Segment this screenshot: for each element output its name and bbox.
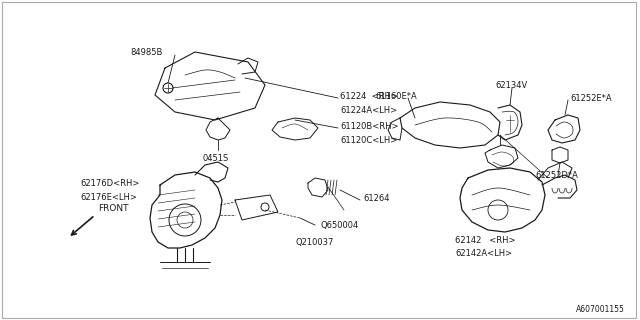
Text: 0451S: 0451S — [202, 154, 228, 163]
Text: FRONT: FRONT — [98, 204, 129, 213]
Text: 84985B: 84985B — [130, 47, 163, 57]
Text: 61120B<RH>: 61120B<RH> — [340, 122, 399, 131]
Text: 62142   <RH>: 62142 <RH> — [455, 236, 515, 244]
Text: 61224  <RH>: 61224 <RH> — [340, 92, 398, 100]
Text: 61224A<LH>: 61224A<LH> — [340, 106, 397, 115]
Text: Q650004: Q650004 — [320, 220, 358, 229]
Text: A607001155: A607001155 — [576, 306, 625, 315]
Text: 61252E*A: 61252E*A — [570, 93, 612, 102]
Text: 61264: 61264 — [363, 194, 390, 203]
Text: 62176E<LH>: 62176E<LH> — [80, 193, 137, 202]
Text: 61252D*A: 61252D*A — [535, 171, 578, 180]
Text: Q210037: Q210037 — [295, 237, 333, 246]
Text: 61160E*A: 61160E*A — [375, 92, 417, 100]
Text: 62176D<RH>: 62176D<RH> — [80, 179, 140, 188]
Text: 62134V: 62134V — [495, 81, 527, 90]
Text: 62142A<LH>: 62142A<LH> — [455, 250, 512, 259]
Text: 61120C<LH>: 61120C<LH> — [340, 135, 397, 145]
